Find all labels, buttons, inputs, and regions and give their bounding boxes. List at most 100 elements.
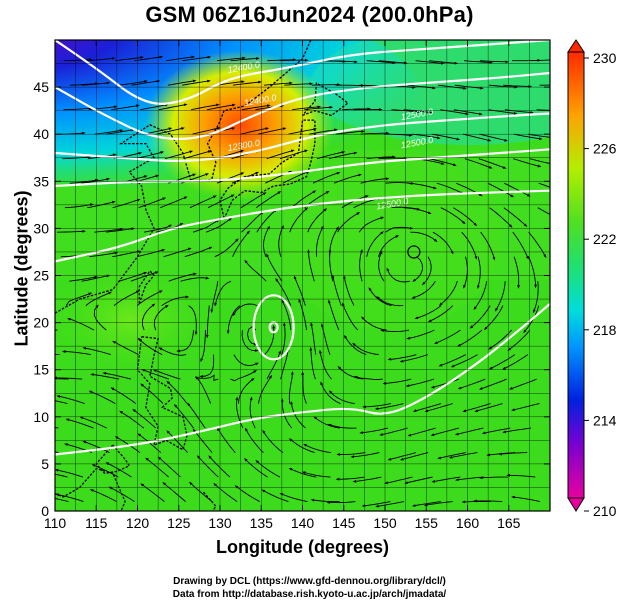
- coastline: [55, 40, 312, 314]
- colorbar-tick-label: 222: [593, 231, 617, 247]
- streamline: [382, 378, 412, 385]
- streamline: [533, 281, 539, 314]
- streamline: [424, 403, 453, 413]
- streamline: [119, 80, 148, 86]
- streamline: [527, 133, 550, 138]
- streamline: [406, 84, 436, 90]
- streamline: [281, 322, 286, 355]
- streamline: [366, 155, 396, 160]
- y-axis-label: Latitude (degrees): [11, 190, 32, 347]
- y-tick-label: 5: [41, 456, 49, 472]
- y-tick-label: 35: [33, 173, 49, 189]
- height-contour: [55, 148, 550, 188]
- streamline: [301, 471, 331, 478]
- streamline: [153, 304, 169, 331]
- streamline: [438, 281, 458, 306]
- streamline: [335, 476, 365, 481]
- streamline: [162, 482, 186, 502]
- streamline: [111, 104, 140, 111]
- streamline: [374, 403, 404, 411]
- streamline: [226, 305, 241, 335]
- cyclone-center-contour: [268, 321, 279, 334]
- streamline: [200, 330, 206, 363]
- streamline: [315, 225, 324, 257]
- streamline: [240, 192, 267, 209]
- streamline: [503, 207, 528, 227]
- streamline: [342, 302, 359, 331]
- streamline: [166, 55, 195, 62]
- streamline: [411, 280, 436, 299]
- height-contour: [55, 112, 550, 163]
- streamline: [142, 303, 156, 331]
- y-axis: 0 5 10 15 20 25 30 35 40 45: [33, 79, 550, 519]
- streamline: [488, 354, 516, 370]
- chart-title: GSM 06Z16Jun2024 (200.0hPa): [145, 2, 474, 27]
- lat-lon-grid: [55, 40, 550, 511]
- streamline: [477, 256, 481, 289]
- streamline: [399, 452, 429, 461]
- streamline: [366, 60, 396, 65]
- streamline: [69, 82, 99, 86]
- streamline: [234, 485, 260, 502]
- streamline: [288, 438, 315, 454]
- streamline: [350, 452, 380, 459]
- streamline: [279, 493, 308, 503]
- streamline: [289, 207, 309, 233]
- streamline: [69, 178, 99, 184]
- streamline: [206, 103, 236, 111]
- streamline: [450, 354, 478, 368]
- streamline: [310, 498, 340, 503]
- y-tick-label: 0: [41, 503, 49, 519]
- streamline: [437, 452, 466, 460]
- streamline: [244, 259, 267, 282]
- x-tick-label: 115: [85, 515, 108, 531]
- streamline: [384, 476, 413, 485]
- streamline: [440, 207, 466, 225]
- streamline: [403, 207, 432, 215]
- streamline: [307, 249, 315, 282]
- streamline: [352, 342, 379, 356]
- streamline: [385, 226, 414, 233]
- streamline: [457, 378, 486, 390]
- streamline: [208, 455, 231, 478]
- streamline: [539, 84, 550, 86]
- streamline: [387, 354, 417, 361]
- streamline: [360, 131, 390, 135]
- colorbar-tick-label: 214: [593, 412, 617, 428]
- streamline: [131, 79, 161, 86]
- x-tick-label: 125: [167, 515, 191, 531]
- coastline: [203, 491, 217, 511]
- streamline: [336, 452, 366, 456]
- streamline: [136, 290, 163, 306]
- streamline: [157, 456, 181, 478]
- streamline: [479, 133, 508, 142]
- streamline: [438, 84, 467, 90]
- streamline: [469, 305, 491, 329]
- streamline: [183, 150, 212, 160]
- streamline: [513, 158, 542, 168]
- streamline: [263, 81, 293, 86]
- temperature-field: [55, 40, 550, 511]
- streamline: [504, 109, 534, 114]
- x-tick-label: 120: [126, 515, 150, 531]
- streamline: [55, 376, 83, 380]
- streamline: [130, 271, 159, 282]
- streamline: [55, 493, 84, 503]
- streamline: [304, 105, 334, 111]
- streamline: [69, 275, 98, 282]
- colorbar-tick-label: 218: [593, 322, 617, 338]
- streamline: [199, 354, 215, 378]
- streamline: [230, 369, 258, 382]
- streamline: [55, 400, 68, 405]
- streamline: [182, 55, 212, 62]
- streamline: [342, 107, 372, 111]
- streamline: [478, 476, 508, 480]
- streamline: [473, 499, 503, 503]
- streamline: [163, 247, 192, 258]
- streamline: [427, 305, 454, 323]
- streamline: [119, 410, 145, 429]
- streamline: [89, 251, 119, 258]
- streamline: [81, 274, 111, 282]
- streamline: [160, 196, 188, 209]
- streamline: [479, 378, 507, 390]
